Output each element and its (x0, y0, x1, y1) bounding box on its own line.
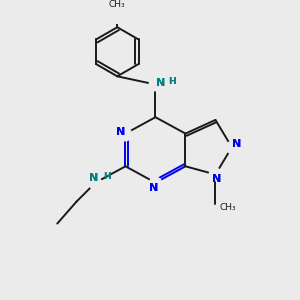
Text: CH₃: CH₃ (220, 203, 236, 212)
Text: H: H (103, 172, 111, 181)
Text: N: N (149, 183, 159, 193)
Text: N: N (116, 127, 125, 137)
Text: N: N (149, 183, 159, 193)
Text: N: N (89, 173, 99, 183)
Text: N: N (116, 127, 125, 137)
Text: N: N (212, 174, 221, 184)
Text: N: N (232, 140, 242, 149)
Text: H: H (169, 77, 176, 86)
Text: N: N (212, 174, 221, 184)
Text: CH₃: CH₃ (109, 1, 126, 10)
Text: N: N (156, 78, 165, 88)
Text: N: N (232, 140, 242, 149)
Text: N: N (89, 173, 99, 183)
Text: N: N (156, 78, 165, 88)
Text: H: H (169, 77, 176, 86)
Text: H: H (103, 172, 111, 181)
